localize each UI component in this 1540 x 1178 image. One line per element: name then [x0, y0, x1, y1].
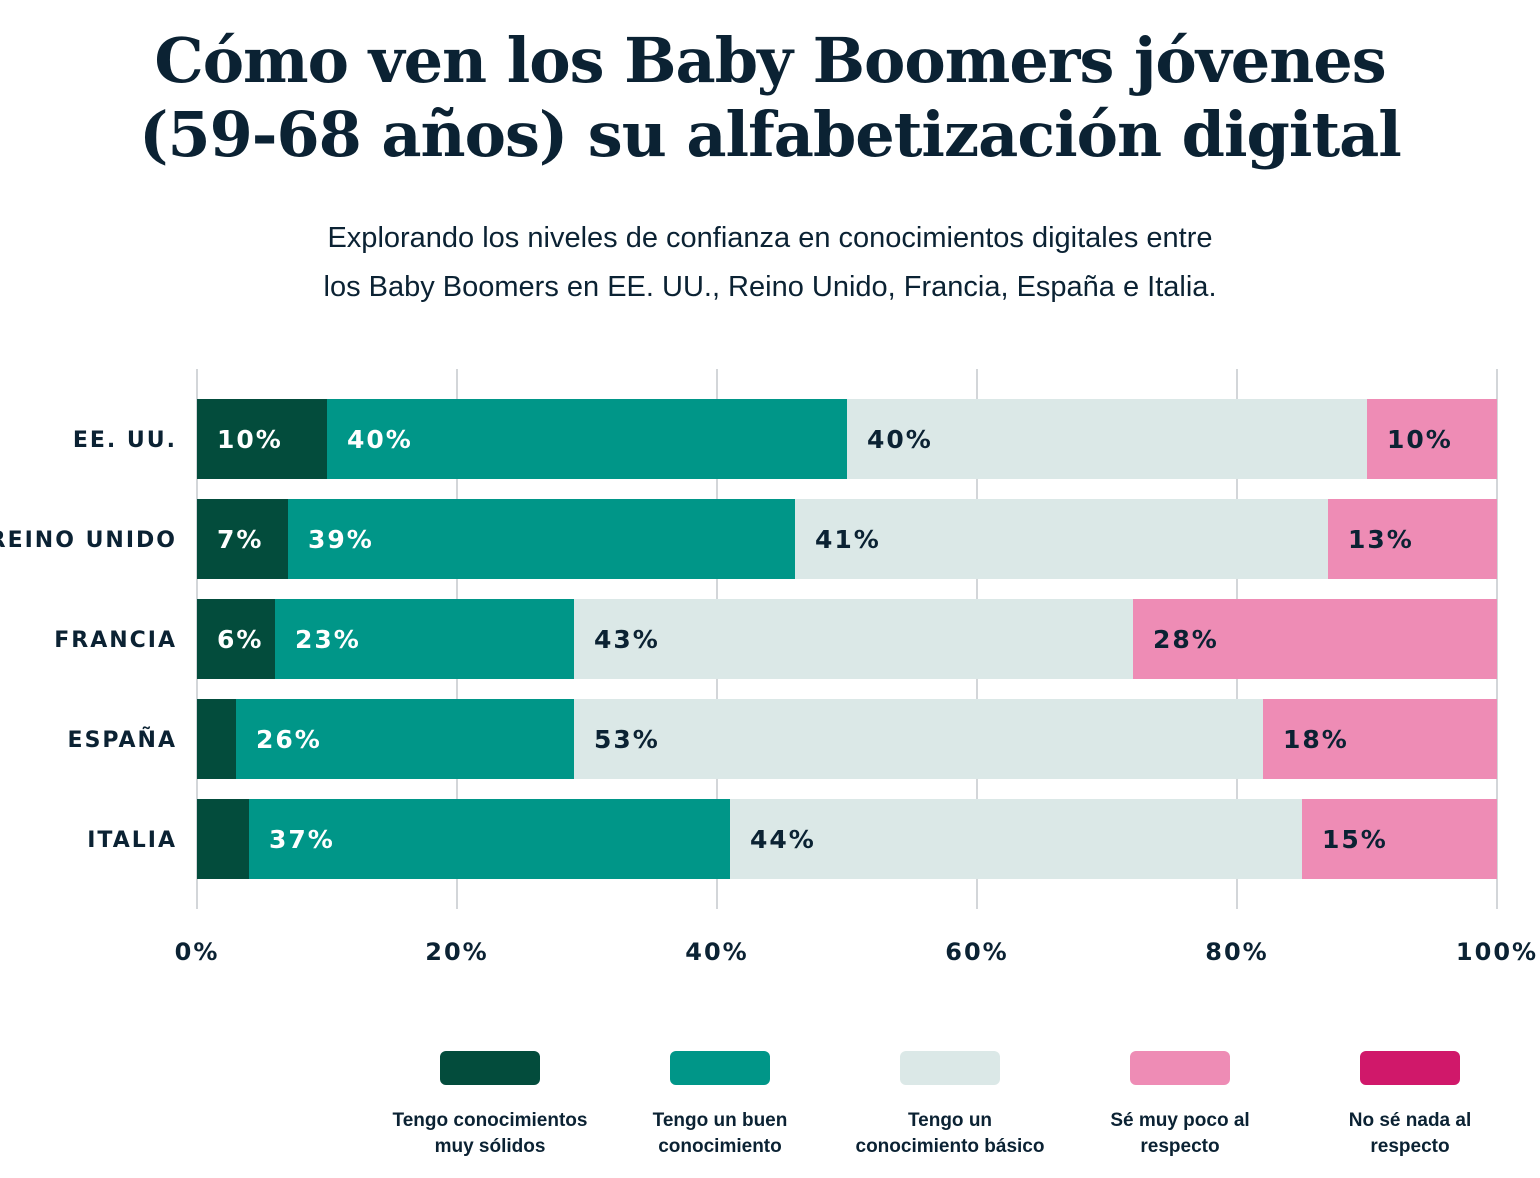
bar-segment — [574, 699, 1263, 779]
data-label: 41% — [815, 525, 881, 554]
bar-segment — [1367, 399, 1497, 479]
bar-segment — [197, 599, 275, 679]
data-label: 53% — [594, 725, 660, 754]
data-label: 37% — [269, 825, 335, 854]
bar-segment — [730, 799, 1302, 879]
title-line-2: (59-68 años) su alfabetización digital — [139, 98, 1402, 171]
legend-label: respecto — [1370, 1136, 1449, 1157]
legend-label: Tengo un buen — [653, 1110, 788, 1131]
bar-segment — [197, 799, 249, 879]
data-label: 39% — [308, 525, 374, 554]
bar-segment — [1302, 799, 1497, 879]
bar-segment — [847, 399, 1367, 479]
legend-swatch — [440, 1051, 540, 1085]
bar-segment — [288, 499, 795, 579]
data-label: 40% — [347, 425, 413, 454]
legend-label: conocimiento — [658, 1136, 782, 1157]
chart-title: Cómo ven los Baby Boomers jóvenes (59-68 … — [0, 24, 1540, 172]
x-tick-label: 0% — [175, 938, 220, 966]
legend-label: Tengo conocimientos — [393, 1110, 588, 1131]
x-tick-label: 60% — [945, 938, 1008, 966]
bar-segment — [1328, 499, 1497, 579]
category-label: ITALIA — [87, 828, 177, 853]
bar-segment — [249, 799, 730, 879]
bar-segment — [795, 499, 1328, 579]
legend-label: respecto — [1140, 1136, 1219, 1157]
bar-segment — [1133, 599, 1497, 679]
legend-label: Sé muy poco al — [1110, 1110, 1249, 1131]
bar-segment — [1263, 699, 1497, 779]
data-label: 10% — [217, 425, 283, 454]
category-label: FRANCIA — [54, 628, 177, 653]
x-tick-label: 100% — [1456, 938, 1538, 966]
legend-label: Tengo un — [908, 1110, 992, 1131]
data-label: 40% — [867, 425, 933, 454]
data-label: 10% — [1387, 425, 1453, 454]
data-label: 7% — [217, 525, 263, 554]
legend-label: No sé nada al — [1349, 1110, 1472, 1131]
legend-swatch — [1360, 1051, 1460, 1085]
data-label: 26% — [256, 725, 322, 754]
bar-segment — [275, 599, 574, 679]
legend-label: conocimiento básico — [856, 1136, 1045, 1157]
category-label: ESPAÑA — [68, 727, 177, 753]
bar-segment — [236, 699, 574, 779]
bar-segment — [197, 699, 236, 779]
data-label: 18% — [1283, 725, 1349, 754]
x-tick-label: 80% — [1205, 938, 1268, 966]
bar-segment — [574, 599, 1133, 679]
chart-subtitle: Explorando los niveles de confianza en c… — [0, 214, 1540, 312]
data-label: 44% — [750, 825, 816, 854]
category-label: EE. UU. — [73, 428, 177, 453]
x-tick-label: 40% — [685, 938, 748, 966]
data-label: 43% — [594, 625, 660, 654]
subtitle-line-1: Explorando los niveles de confianza en c… — [327, 222, 1213, 254]
x-tick-label: 20% — [425, 938, 488, 966]
legend-label: muy sólidos — [435, 1136, 546, 1157]
title-line-1: Cómo ven los Baby Boomers jóvenes — [154, 24, 1386, 97]
data-label: 15% — [1322, 825, 1388, 854]
legend-swatch — [1130, 1051, 1230, 1085]
subtitle-line-2: los Baby Boomers en EE. UU., Reino Unido… — [323, 271, 1217, 303]
category-label: REINO UNIDO — [0, 528, 177, 553]
data-label: 6% — [217, 625, 263, 654]
data-label: 13% — [1348, 525, 1414, 554]
data-label: 23% — [295, 625, 361, 654]
bar-segment — [197, 499, 288, 579]
bar-segment — [327, 399, 847, 479]
legend-swatch — [670, 1051, 770, 1085]
data-label: 28% — [1153, 625, 1219, 654]
bar-segment — [197, 399, 327, 479]
legend-swatch — [900, 1051, 1000, 1085]
